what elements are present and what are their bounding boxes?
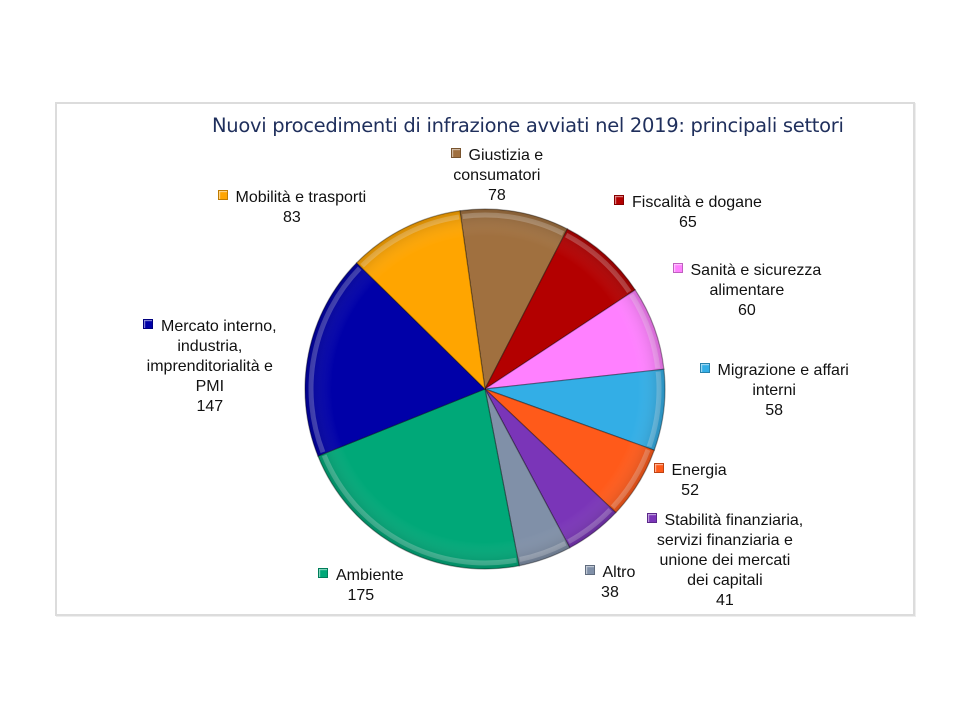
slice-label: Giustizia e consumatori 78 xyxy=(450,146,544,206)
slice-label-text: Fiscalità e dogane xyxy=(614,193,762,213)
legend-swatch-icon xyxy=(614,195,624,205)
slice-label-line: Energia xyxy=(671,462,727,479)
legend-swatch-icon xyxy=(699,363,710,373)
slice-value: 41 xyxy=(715,592,734,609)
slice-value: 147 xyxy=(196,398,224,415)
slice-label-text: imprenditorialità e xyxy=(143,357,277,377)
slice-label: Sanità e sicurezza alimentare 60 xyxy=(672,261,822,321)
slice-label-line: Fiscalità e dogane xyxy=(632,194,762,211)
slice-label-text: Migrazione e affari xyxy=(699,361,849,381)
slice-label-line: servizi finanziaria e xyxy=(656,532,793,549)
legend-swatch-icon xyxy=(217,190,228,200)
slice-value: 78 xyxy=(487,187,506,204)
slice-label: Ambiente 175 xyxy=(318,566,404,606)
slice-label-text: Energia xyxy=(653,461,727,481)
legend-swatch-icon xyxy=(318,568,328,578)
slice-label: Mobilità e trasporti 83 xyxy=(217,188,367,228)
slice-label-line: imprenditorialità e xyxy=(146,358,273,375)
slice-label-line: Altro xyxy=(602,564,636,581)
slice-label-line: PMI xyxy=(195,378,225,395)
slice-label-text: industria, xyxy=(143,337,277,357)
slice-label-text: consumatori xyxy=(451,166,544,186)
slice-value: 52 xyxy=(681,482,699,499)
slice-label: Energia 52 xyxy=(653,461,727,501)
slice-label-line: Mercato interno, xyxy=(161,318,277,335)
slice-label-text: servizi finanziaria e xyxy=(647,531,804,551)
slice-label-line: dei capitali xyxy=(687,572,763,589)
slice-label-text: Sanità e sicurezza xyxy=(672,261,822,281)
slice-label-line: Sanità e sicurezza xyxy=(690,262,822,279)
slice-label-text: Ambiente xyxy=(318,566,404,586)
slice-label-line: Stabilità finanziaria, xyxy=(664,512,804,529)
legend-swatch-icon xyxy=(584,565,595,575)
slice-label: Migrazione e affari interni 58 xyxy=(699,361,849,421)
slice-label: Fiscalità e dogane 65 xyxy=(614,193,762,233)
slice-label-text: Stabilità finanziaria, xyxy=(646,511,804,531)
slice-label-text: PMI xyxy=(143,377,277,397)
slice-label-text: interni xyxy=(700,381,849,401)
slice-label: Stabilità finanziaria, servizi finanziari… xyxy=(646,511,804,611)
slice-label-text: dei capitali xyxy=(647,571,804,591)
slice-label-line: consumatori xyxy=(453,167,541,184)
slice-value: 65 xyxy=(679,214,697,231)
slice-label-line: Ambiente xyxy=(336,567,404,584)
slice-label-text: Altro xyxy=(584,563,636,583)
legend-swatch-icon xyxy=(646,513,657,523)
legend-swatch-icon xyxy=(653,463,664,473)
slice-value: 58 xyxy=(765,402,784,419)
slice-label: Altro 38 xyxy=(584,563,636,603)
slice-value: 60 xyxy=(737,302,756,319)
slice-value: 175 xyxy=(347,587,375,604)
legend-swatch-icon xyxy=(143,319,153,329)
slice-label-line: interni xyxy=(752,382,796,399)
legend-swatch-icon xyxy=(450,148,461,158)
slice-label-line: alimentare xyxy=(709,282,785,299)
slice-label-text: Giustizia e xyxy=(450,146,544,166)
chart-title: Nuovi procedimenti di infrazione avviati… xyxy=(212,114,844,137)
slice-value: 83 xyxy=(282,209,301,226)
slice-label-text: Mobilità e trasporti xyxy=(217,188,367,208)
slice-label-text: unione dei mercati xyxy=(647,551,804,571)
slice-label-text: alimentare xyxy=(673,281,822,301)
slice-label-line: Giustizia e xyxy=(468,147,544,164)
slice-label-text: Mercato interno, xyxy=(143,317,277,337)
slice-label-line: Migrazione e affari xyxy=(717,362,849,379)
slice-label-line: Mobilità e trasporti xyxy=(235,189,367,206)
slice-label: Mercato interno, industria, imprenditorial… xyxy=(143,317,277,417)
legend-swatch-icon xyxy=(672,263,683,273)
slice-value: 38 xyxy=(601,584,619,601)
slice-label-line: unione dei mercati xyxy=(659,552,791,569)
slice-label-line: industria, xyxy=(177,338,243,355)
